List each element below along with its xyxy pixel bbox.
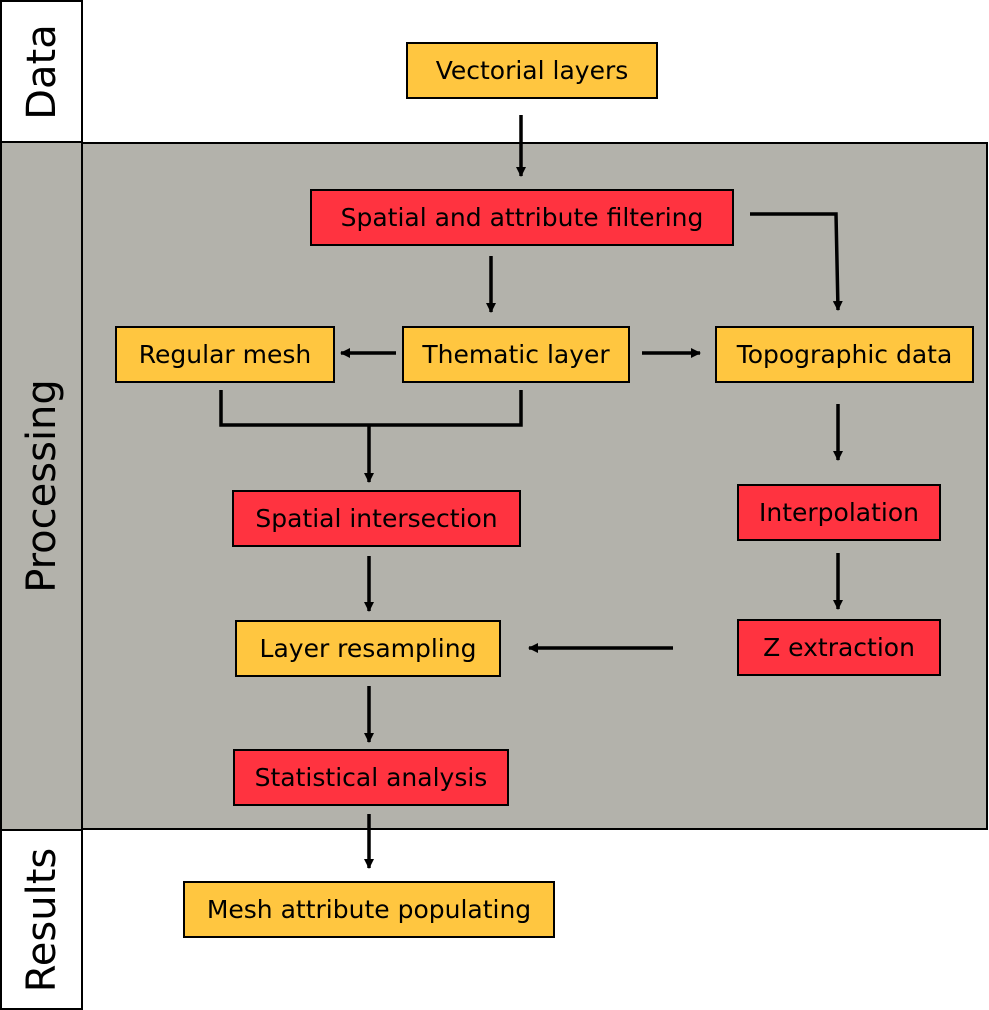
node-interpolation: Interpolation [737,484,941,541]
node-spatial-intersection: Spatial intersection [232,490,521,547]
node-statistical-analysis: Statistical analysis [233,749,509,806]
node-thematic-layer: Thematic layer [402,326,630,383]
node-spatial-attribute-filtering: Spatial and attribute filtering [310,189,734,246]
lane-data: Data [0,0,83,143]
node-topographic-data: Topographic data [715,326,974,383]
node-z-extraction: Z extraction [737,619,941,676]
node-regular-mesh: Regular mesh [115,326,335,383]
edge-filtering-to-topographic [750,212,843,311]
node-mesh-attribute-populating: Mesh attribute populating [183,881,555,938]
node-vectorial-layers: Vectorial layers [406,42,658,99]
edge-merge-bracket [219,390,523,427]
node-layer-resampling: Layer resampling [235,620,501,677]
lane-results: Results [0,829,83,1010]
